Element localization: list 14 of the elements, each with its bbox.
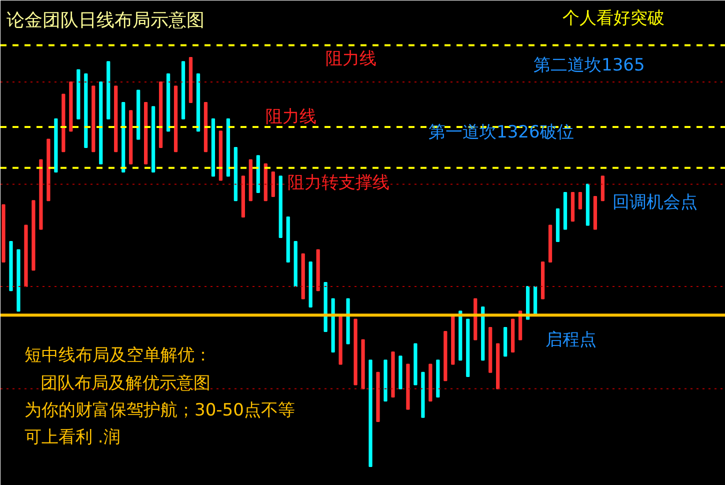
annotation: 短中线布局及空单解优： [24,346,212,366]
chart-title: 论金团队日线布局示意图 [6,10,204,31]
annotation: 可上看利 .润 [24,428,120,448]
ref-line-label: 阻力线 [326,49,376,70]
ref-line-label: 启程点 [546,330,596,350]
candlestick [578,192,582,210]
annotation: 第二道坎1365 [534,56,645,76]
ref-line-label: 阻力线 [266,107,316,128]
text: 个人看好突破 [562,8,664,28]
ref-line-label: 阻力转支撑线 [288,172,390,193]
annotation: 为你的财富保驾护航；30-50点不等 [24,400,295,420]
text: 回调机会点 [612,192,698,212]
annotation: 第一道坎1326破位 [428,122,574,142]
annotation: 团队布局及解优示意图 [40,374,210,394]
